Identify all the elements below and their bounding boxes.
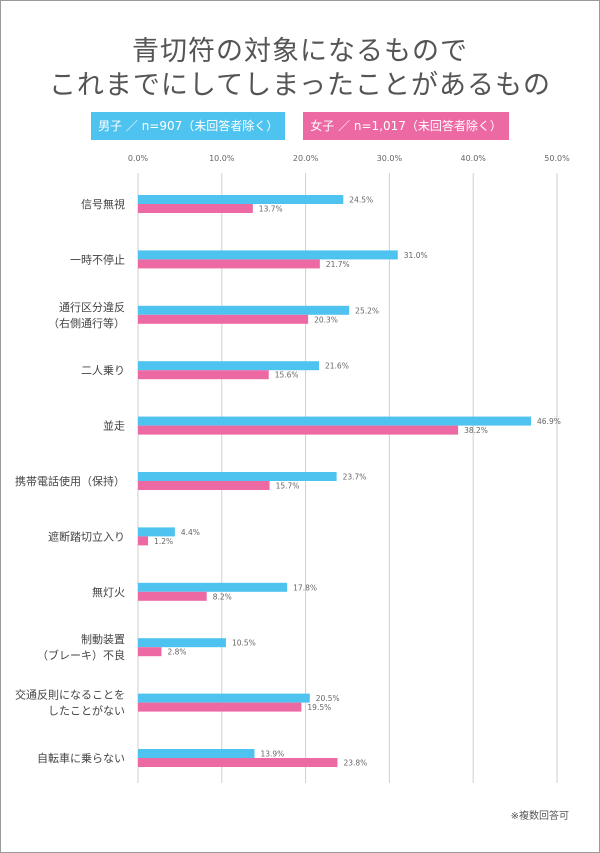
data-label: 20.3% [314,315,338,324]
data-label: 31.0% [404,251,428,260]
x-tick-label: 30.0% [377,154,403,163]
data-label: 4.4% [181,528,200,537]
category-label: したことがない [48,704,125,718]
data-label: 19.5% [307,703,331,712]
bar-female [138,591,207,601]
category-label: 制動装置 [81,632,125,646]
data-label: 21.7% [326,260,350,269]
bar-male [138,250,398,260]
bar-female [138,425,459,435]
data-label: 13.7% [259,205,283,214]
chart-title-line-1: 青切符の対象になるもので [132,36,468,67]
data-label: 15.6% [275,371,299,380]
category-label: 一時不停止 [70,252,125,266]
data-label: 10.5% [232,639,256,648]
bar-female [138,536,149,546]
legend: 男子 ／ n=907（未回答者除く） 女子 ／ n=1,017（未回答者除く） [1,112,599,140]
data-label: 2.8% [167,648,186,657]
data-label: 15.7% [276,482,300,491]
data-label: 13.9% [260,750,284,759]
bar-female [138,259,320,269]
bar-male [138,749,255,758]
category-label: 二人乗り [81,364,125,377]
category-label: 自転車に乗らない [37,751,125,765]
bar-female [138,758,338,767]
data-label: 38.2% [464,426,488,435]
footnote: ※複数回答可 [510,811,569,822]
data-label: 1.2% [154,537,173,546]
bar-female [138,702,302,712]
category-label: 交通反則になることを [15,688,125,702]
x-tick-label: 10.0% [209,154,235,163]
bar-male [138,305,350,315]
chart-title-line-2: これまでにしてしまったことがあるもの [48,70,552,101]
bar-male [138,638,226,648]
bar-male [138,195,344,204]
category-label: （ブレーキ）不良 [37,648,125,662]
legend-male: 男子 ／ n=907（未回答者除く） [91,112,286,140]
bar-female [138,481,270,490]
data-label: 20.5% [316,694,340,703]
data-label: 24.5% [349,196,373,205]
x-tick-label: 0.0% [128,154,149,163]
bar-male [138,582,288,592]
bar-female [138,204,253,213]
category-label: 通行区分違反 [59,301,125,314]
bar-male [138,527,175,537]
category-label: 遮断踏切立入り [48,529,125,543]
x-tick-label: 20.0% [293,154,319,163]
category-label: 無灯火 [92,585,125,599]
data-label: 17.8% [293,583,317,592]
bar-male [138,693,310,703]
bar-male [138,416,532,426]
bar-female [138,647,162,657]
data-label: 46.9% [537,417,561,426]
category-label: 並走 [103,419,125,433]
bar-female [138,370,269,380]
data-label: 23.7% [343,473,367,482]
category-label: （右側通行等） [48,316,125,330]
category-label: 信号無視 [81,197,125,211]
data-label: 21.6% [325,362,349,371]
data-label: 23.8% [343,759,367,768]
category-label: 携帯電話使用（保持） [15,474,125,488]
data-label: 8.2% [213,592,232,601]
x-tick-label: 50.0% [544,154,570,163]
bar-male [138,472,337,481]
x-tick-label: 40.0% [460,154,486,163]
bar-male [138,361,320,371]
bar-female [138,314,309,324]
legend-female: 女子 ／ n=1,017（未回答者除く） [303,112,509,140]
data-label: 25.2% [355,306,379,315]
